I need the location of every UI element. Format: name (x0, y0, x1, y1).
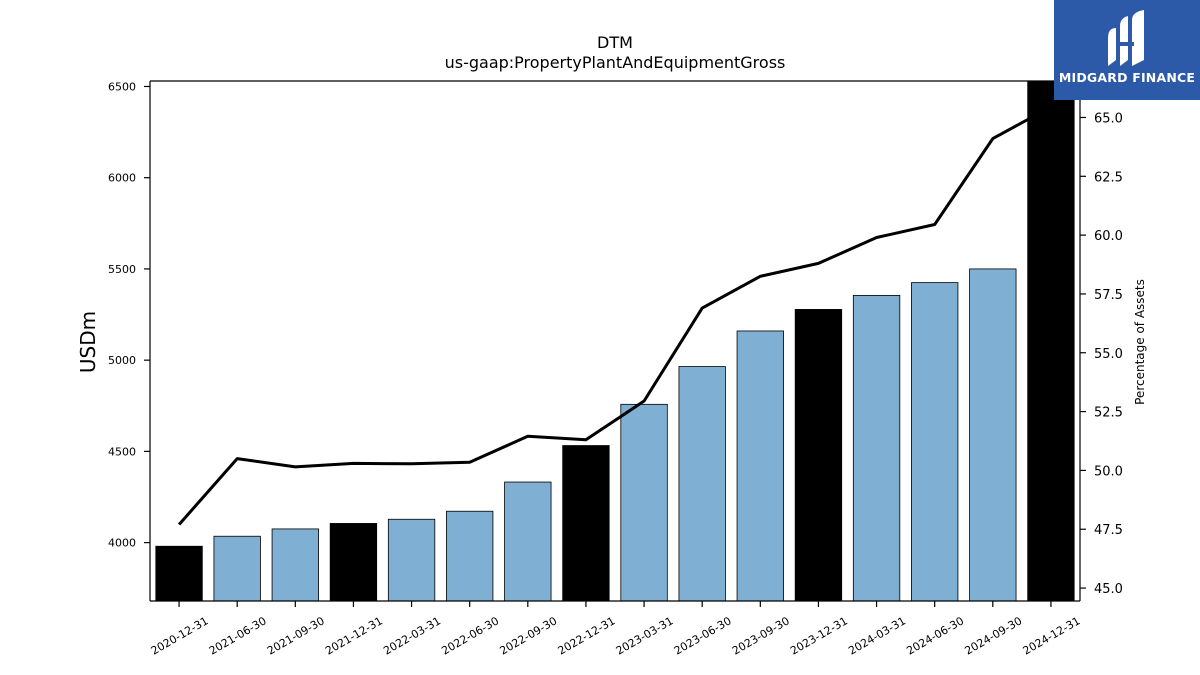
x-tick-label: 2023-09-30 (730, 614, 792, 657)
x-tick-label: 2022-09-30 (497, 614, 559, 657)
x-tick-label: 2022-03-31 (381, 614, 443, 657)
y2-tick-label: 45.0 (1094, 582, 1123, 597)
x-tick-label: 2022-12-31 (556, 614, 618, 657)
y2-tick-label: 62.5 (1094, 170, 1123, 185)
x-tick-label: 2023-06-30 (672, 614, 734, 657)
x-tick-label: 2023-03-31 (614, 614, 676, 657)
line-group (177, 105, 1052, 526)
y-tick-label: 5500 (108, 263, 136, 276)
x-tick-label: 2021-09-30 (265, 614, 327, 657)
bar-2023-03-31 (620, 403, 668, 601)
y-tick-label: 6000 (108, 172, 136, 185)
bar-2024-09-30 (969, 268, 1017, 601)
y2-axis-label: Percentage of Assets (1133, 279, 1147, 405)
bar-2024-06-30 (911, 282, 959, 601)
y-tick-label: 5000 (108, 354, 136, 367)
x-tick-label: 2024-12-31 (1021, 614, 1083, 657)
y2-tick-label: 60.0 (1094, 229, 1123, 244)
y-tick-label: 4500 (108, 445, 136, 458)
x-tick-label: 2021-06-30 (207, 614, 269, 657)
bar-2023-12-31 (794, 309, 843, 601)
x-tick-label: 2024-06-30 (904, 614, 966, 657)
y-tick-label: 6500 (108, 80, 136, 93)
y2-tick-label: 52.5 (1094, 406, 1123, 421)
y-axis-label: USDm (76, 311, 100, 373)
bar-2022-03-31 (387, 518, 436, 601)
bar-2022-12-31 (562, 445, 610, 601)
logo-text: MIDGARD FINANCE (1058, 70, 1196, 85)
x-tick-label: 2024-03-31 (846, 614, 908, 657)
bar-2023-09-30 (736, 330, 784, 601)
x-tick-label: 2024-09-30 (962, 614, 1024, 657)
y2-tick-label: 50.0 (1094, 464, 1123, 479)
chart-title: DTM (597, 33, 633, 52)
y-tick-label: 4000 (108, 537, 136, 550)
percentage-line (177, 105, 1052, 526)
y2-tick-label: 65.0 (1094, 111, 1123, 126)
bar-2020-12-31 (155, 545, 203, 601)
bar-2021-06-30 (213, 535, 261, 601)
x-tick-label: 2023-12-31 (788, 614, 850, 657)
bars-group (155, 81, 1075, 601)
bar-2024-12-31 (1027, 81, 1075, 601)
y2-tick-label: 55.0 (1094, 347, 1123, 362)
midgard-logo-icon (1108, 10, 1144, 66)
bar-2024-03-31 (852, 294, 901, 601)
chart-subtitle: us-gaap:PropertyPlantAndEquipmentGross (445, 53, 786, 72)
x-tick-label: 2021-12-31 (323, 614, 385, 657)
bar-2022-06-30 (446, 510, 494, 601)
x-tick-label: 2020-12-31 (149, 614, 211, 657)
bar-2021-09-30 (271, 528, 319, 601)
y2-tick-label: 57.5 (1094, 288, 1123, 303)
y2-tick-label: 47.5 (1094, 523, 1123, 538)
bar-2021-12-31 (329, 523, 378, 601)
bar-2022-09-30 (504, 481, 552, 601)
logo: MIDGARD FINANCE (1054, 0, 1200, 100)
x-tick-label: 2022-06-30 (439, 614, 501, 657)
bar-2023-06-30 (678, 366, 726, 601)
